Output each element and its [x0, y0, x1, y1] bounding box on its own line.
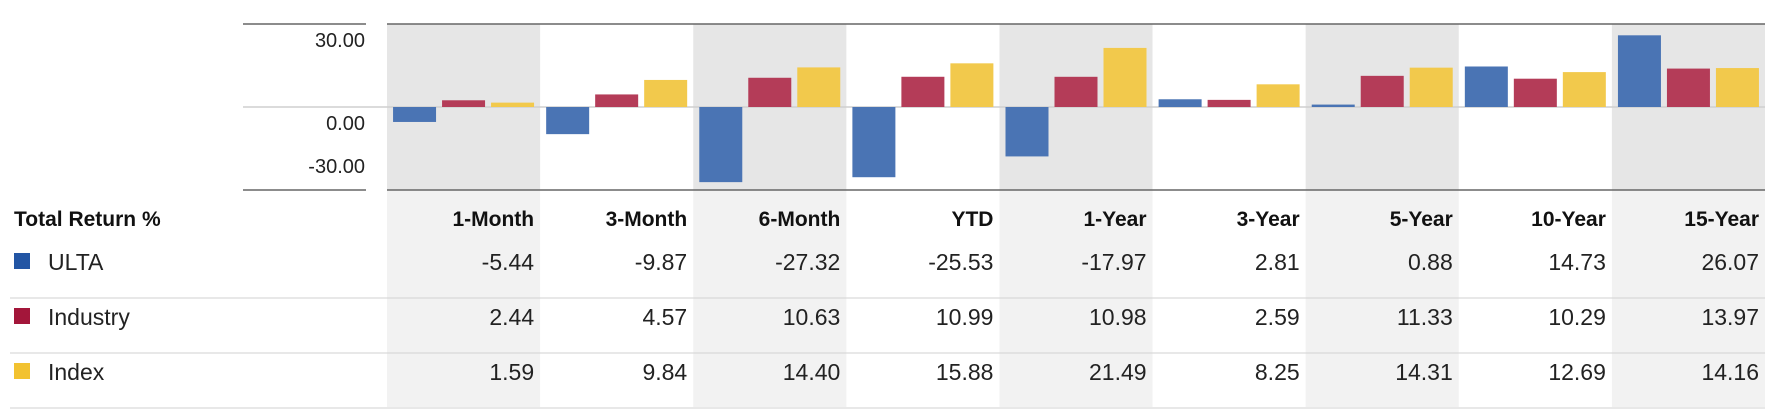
table-cell: 10.29	[1548, 304, 1606, 330]
bar-index-10-year	[1562, 72, 1606, 107]
column-header: 1-Month	[452, 208, 534, 231]
gridlines	[243, 23, 1765, 191]
table-cell: 12.69	[1548, 359, 1606, 385]
table-cell: 11.33	[1397, 304, 1453, 330]
column-header: 5-Year	[1390, 208, 1453, 231]
bar-ulta-1-month	[393, 107, 437, 122]
column-header: 3-Month	[606, 208, 688, 231]
table-cell: 14.16	[1701, 359, 1759, 385]
table-cell: 14.73	[1548, 249, 1606, 275]
bar-index-1-year	[1103, 47, 1147, 107]
bar-ulta-ytd	[852, 107, 896, 178]
bar-industry-3-year	[1207, 99, 1251, 107]
table-cell: 2.44	[489, 304, 534, 330]
y-axis: 30.00 0.00 -30.00	[308, 30, 365, 178]
table-cell: 1.59	[489, 359, 534, 385]
table-cell: -9.87	[635, 249, 687, 275]
bar-ulta-3-year	[1158, 99, 1202, 107]
column-header: YTD	[951, 208, 993, 231]
table-cell: 10.99	[936, 304, 994, 330]
series-label: Industry	[48, 304, 130, 330]
bar-industry-1-month	[442, 100, 486, 107]
table-cell: 10.98	[1089, 304, 1147, 330]
column-header: 15-Year	[1684, 208, 1759, 231]
bar-industry-15-year	[1666, 68, 1710, 107]
returns-table: Total Return % 1-Month 3-Month 6-Month YTD 1…	[10, 208, 1765, 409]
bar-ulta-10-year	[1464, 66, 1508, 107]
bars	[393, 35, 1759, 183]
table-cell: 4.57	[642, 304, 687, 330]
series-label: ULTA	[48, 249, 104, 275]
bar-ulta-5-year	[1311, 104, 1355, 107]
bar-industry-6-month	[748, 77, 792, 107]
table-cell: 26.07	[1701, 249, 1759, 275]
column-header: 6-Month	[759, 208, 841, 231]
bar-index-3-year	[1256, 84, 1300, 107]
bar-index-5-year	[1409, 67, 1453, 107]
y-tick-label: 30.00	[315, 30, 365, 52]
table-cell: 8.25	[1255, 359, 1300, 385]
table-title: Total Return %	[14, 208, 161, 231]
table-cell: -27.32	[775, 249, 840, 275]
bar-ulta-1-year	[1005, 107, 1049, 157]
bar-industry-5-year	[1360, 75, 1404, 107]
column-header: 3-Year	[1237, 208, 1300, 231]
table-cell: 15.88	[936, 359, 994, 385]
bar-index-6-month	[797, 67, 841, 107]
bar-industry-1-year	[1054, 76, 1098, 107]
table-cell: 21.49	[1089, 359, 1147, 385]
legend-swatch	[14, 253, 30, 269]
bar-index-3-month	[644, 79, 688, 107]
bar-index-15-year	[1715, 68, 1759, 107]
bar-industry-3-month	[595, 94, 639, 107]
bar-index-ytd	[950, 63, 994, 107]
legend-swatch	[14, 363, 30, 379]
y-tick-label: 0.00	[326, 113, 365, 135]
series-label: Index	[48, 359, 105, 385]
bar-industry-ytd	[901, 76, 945, 107]
table-cell: -25.53	[928, 249, 993, 275]
bar-ulta-3-month	[546, 107, 590, 135]
table-cell: 13.97	[1701, 304, 1759, 330]
column-header: 1-Year	[1083, 208, 1146, 231]
table-cell: 2.59	[1255, 304, 1300, 330]
table-cell: 9.84	[642, 359, 687, 385]
bar-ulta-15-year	[1617, 35, 1661, 108]
table-cell: -17.97	[1081, 249, 1146, 275]
column-header: 10-Year	[1531, 208, 1606, 231]
bar-industry-10-year	[1513, 78, 1557, 107]
table-cell: 10.63	[783, 304, 841, 330]
legend-swatch	[14, 308, 30, 324]
table-cell: 14.31	[1395, 359, 1453, 385]
table-cell: 14.40	[783, 359, 841, 385]
table-cell: 0.88	[1408, 249, 1453, 275]
bar-ulta-6-month	[699, 107, 743, 183]
table-cell: 2.81	[1255, 249, 1300, 275]
y-tick-label: -30.00	[308, 156, 365, 178]
bar-index-1-month	[491, 102, 535, 107]
table-cell: -5.44	[482, 249, 535, 275]
